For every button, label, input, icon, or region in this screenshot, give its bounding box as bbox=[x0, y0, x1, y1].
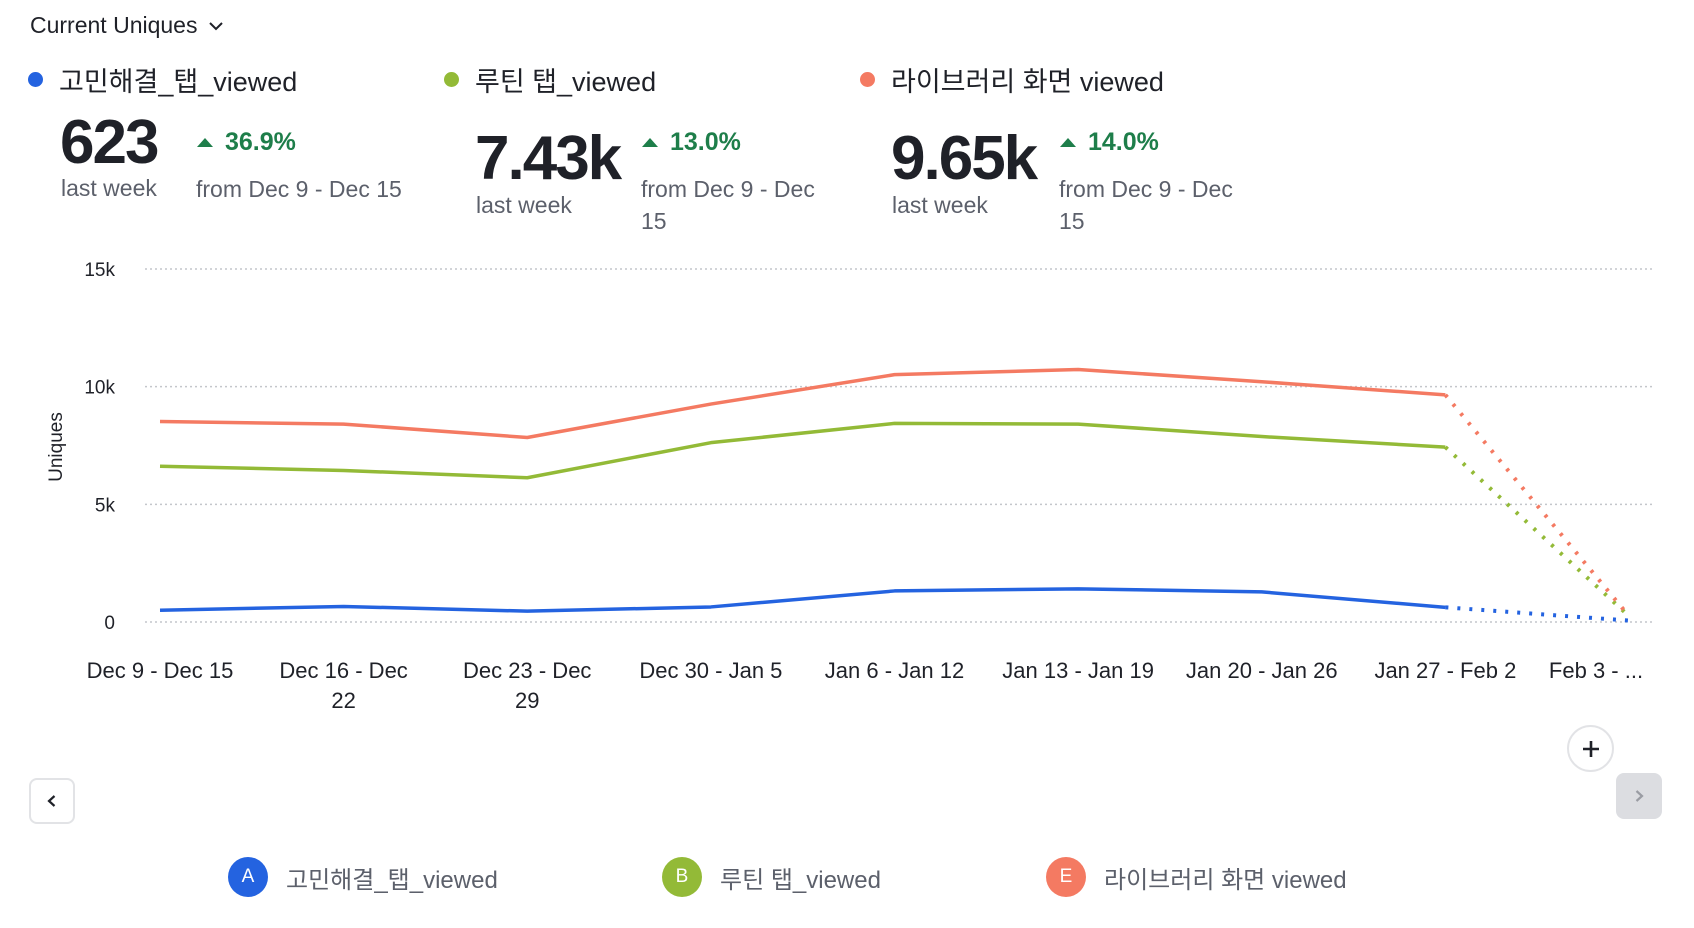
kpi-caption: last week bbox=[476, 192, 572, 218]
x-tick-label: Jan 20 - Jan 26 bbox=[1186, 658, 1338, 683]
x-axis-ticks: Dec 9 - Dec 15 Dec 16 - Dec 22 Dec 23 - Dec… bbox=[87, 658, 1643, 713]
y-tick-label: 0 bbox=[104, 613, 115, 634]
x-tick-label: Dec 16 - Dec 22 bbox=[279, 658, 407, 713]
kpi-caption: last week bbox=[892, 192, 988, 218]
plus-icon bbox=[1582, 740, 1599, 757]
add-button[interactable] bbox=[1567, 725, 1614, 772]
y-tick-label: 5k bbox=[95, 495, 116, 516]
y-axis-ticks: 0 5k 10k 15k bbox=[84, 260, 115, 634]
chevron-down-icon bbox=[209, 21, 224, 30]
legend-badge: A bbox=[228, 857, 268, 897]
kpi-change-caption-line: from Dec 9 - Dec bbox=[1059, 176, 1233, 202]
series-lines bbox=[159, 367, 1631, 623]
kpi-change: 36.9% bbox=[197, 128, 296, 157]
legend-item-b[interactable]: B 루틴 탭_viewed bbox=[662, 857, 881, 897]
kpi-change: 14.0% bbox=[1060, 128, 1159, 157]
metric-selector-label: Current Uniques bbox=[30, 12, 198, 38]
kpi-change-value: 36.9% bbox=[225, 128, 296, 156]
line-chart: 0 5k 10k 15k Uniques Dec 9 - Dec 15 Dec 16 -… bbox=[46, 260, 1652, 713]
legend-label: 루틴 탭_viewed bbox=[720, 866, 881, 894]
x-tick-label: Jan 13 - Jan 19 bbox=[1002, 658, 1154, 683]
legend-item-e[interactable]: E 라이브러리 화면 viewed bbox=[1046, 857, 1347, 897]
kpi-change-caption-line: from Dec 9 - Dec bbox=[641, 176, 815, 202]
legend-badge: E bbox=[1046, 857, 1086, 897]
series-header-a: 고민해결_탭_viewed bbox=[28, 60, 297, 99]
x-tick-label: Jan 6 - Jan 12 bbox=[825, 658, 964, 683]
chevron-left-icon bbox=[47, 795, 56, 807]
legend-label: 고민해결_탭_viewed bbox=[286, 866, 498, 894]
series-B bbox=[159, 421, 1631, 618]
legend-badge: B bbox=[662, 857, 702, 897]
kpi-change-caption-text: from Dec 9 - Dec 15 bbox=[196, 176, 402, 202]
series-color-dot bbox=[860, 72, 875, 87]
trend-up-icon bbox=[1060, 138, 1076, 147]
series-color-dot bbox=[28, 72, 43, 87]
x-tick-label: Dec 23 - Dec 29 bbox=[463, 658, 591, 713]
y-axis-label: Uniques bbox=[46, 412, 67, 482]
series-line bbox=[159, 367, 1446, 440]
series-line bbox=[159, 587, 1446, 613]
x-tick-label: Jan 27 - Feb 2 bbox=[1374, 658, 1516, 683]
kpi-change-caption: from Dec 9 - Dec 15 bbox=[641, 173, 815, 237]
series-name: 라이브러리 화면 viewed bbox=[891, 67, 1164, 97]
series-color-dot bbox=[444, 72, 459, 87]
kpi-change-caption: from Dec 9 - Dec 15 bbox=[1059, 173, 1233, 237]
trend-up-icon bbox=[197, 138, 213, 147]
trend-up-icon bbox=[642, 138, 658, 147]
series-name: 고민해결_탭_viewed bbox=[59, 67, 298, 97]
kpi-value: 7.43k bbox=[475, 124, 622, 193]
kpi-caption: last week bbox=[61, 175, 157, 201]
series-name: 루틴 탭_viewed bbox=[475, 67, 657, 97]
x-tick-label: Dec 30 - Jan 5 bbox=[639, 658, 782, 683]
y-tick-label: 10k bbox=[84, 378, 115, 399]
series-line bbox=[159, 421, 1446, 480]
chevron-right-icon bbox=[1635, 790, 1644, 802]
series-header-b: 루틴 탭_viewed bbox=[444, 60, 656, 99]
kpi-change-value: 14.0% bbox=[1088, 128, 1159, 156]
series-line-incomplete bbox=[1443, 393, 1631, 618]
kpi-change-caption-line: 15 bbox=[641, 208, 667, 234]
gridlines bbox=[145, 268, 1652, 623]
metric-selector-dropdown[interactable]: Current Uniques bbox=[30, 12, 225, 39]
series-line-incomplete bbox=[1445, 605, 1630, 623]
series-line-incomplete bbox=[1444, 445, 1631, 618]
kpi-change-caption-line: 15 bbox=[1059, 208, 1085, 234]
previous-page-button[interactable] bbox=[29, 778, 75, 824]
x-tick-label: Feb 3 - ... bbox=[1549, 658, 1643, 683]
kpi-value: 9.65k bbox=[891, 124, 1038, 193]
kpi-value: 623 bbox=[60, 108, 159, 177]
kpi-change-caption: from Dec 9 - Dec 15 bbox=[196, 173, 402, 205]
series-A bbox=[159, 587, 1630, 623]
kpi-change: 13.0% bbox=[642, 128, 741, 157]
legend-label: 라이브러리 화면 viewed bbox=[1104, 866, 1347, 894]
next-page-button[interactable] bbox=[1616, 773, 1662, 819]
series-header-e: 라이브러리 화면 viewed bbox=[860, 60, 1164, 99]
y-tick-label: 15k bbox=[84, 260, 115, 281]
kpi-change-value: 13.0% bbox=[670, 128, 741, 156]
series-E bbox=[159, 367, 1631, 618]
legend-item-a[interactable]: A 고민해결_탭_viewed bbox=[228, 857, 498, 897]
x-tick-label: Dec 9 - Dec 15 bbox=[87, 658, 234, 683]
